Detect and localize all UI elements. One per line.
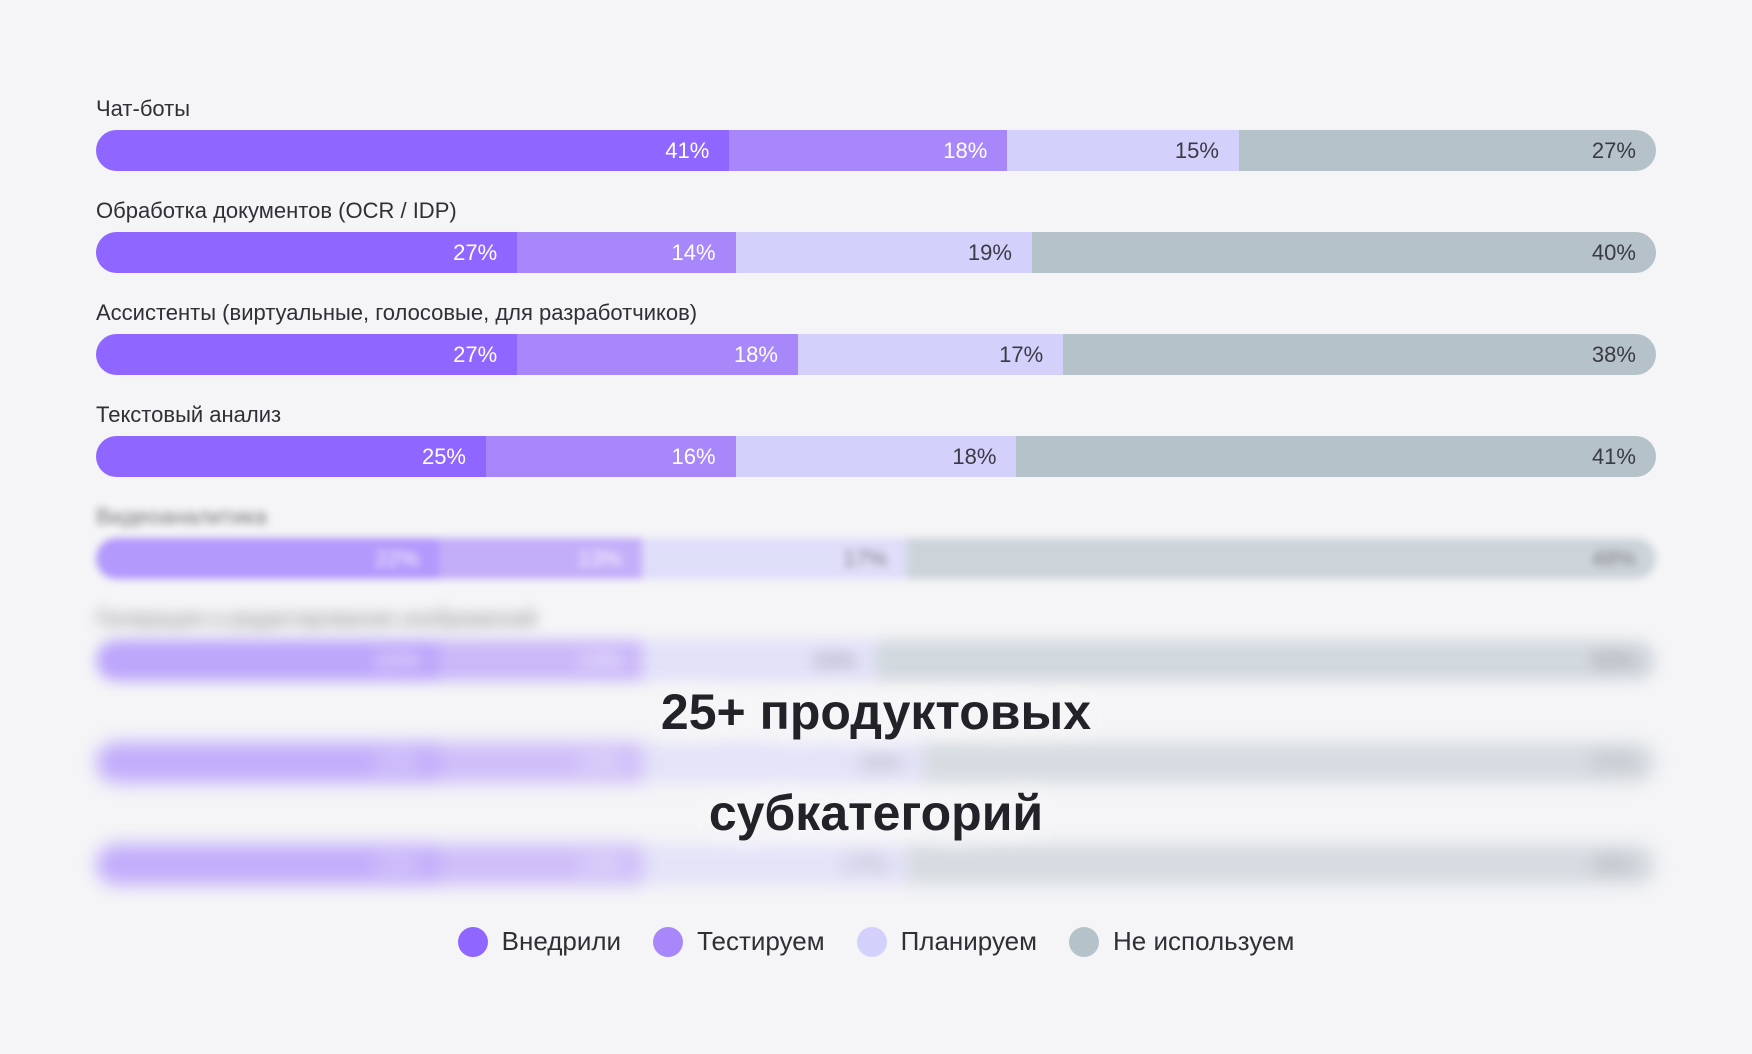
legend-item-implemented: Внедрили — [457, 926, 622, 957]
data-label: 17% — [843, 545, 888, 571]
category-label: Обработка документов (OCR / IDP) — [96, 198, 457, 223]
legend-label: Внедрили — [501, 926, 622, 956]
bar-segment-planning: 17% — [641, 844, 908, 885]
legend-item-planning: Планируем — [856, 926, 1038, 957]
data-label: 17% — [843, 851, 888, 877]
data-label: 25% — [421, 443, 466, 469]
data-label: 22% — [375, 647, 420, 673]
data-label: 22% — [375, 545, 420, 571]
bar-segment-planning: 18% — [735, 436, 1017, 477]
bar-segment-testing: 18% — [517, 334, 798, 375]
bar-segment-not-using: 27% — [1238, 130, 1656, 171]
data-label: 22% — [375, 749, 420, 775]
category-label: Ассистенты (виртуальные, голосовые, для … — [96, 300, 698, 325]
bar-segment-not-using: 48% — [907, 538, 1656, 579]
category-label: Текстовый анализ — [96, 402, 282, 427]
data-label: 41% — [665, 137, 710, 163]
bar-segment-testing: 13% — [439, 742, 642, 783]
bar-segment-implemented: 22% — [96, 742, 440, 783]
bar-segment-implemented: 41% — [96, 130, 730, 171]
legend-label: Планируем — [900, 926, 1038, 956]
bar-segment-implemented: 22% — [96, 538, 440, 579]
stacked-bar: 25% 16% 18% 41% — [96, 436, 1656, 477]
data-label: 48% — [1591, 851, 1636, 877]
legend-item-testing: Тестируем — [653, 926, 825, 957]
data-label: 50% — [1591, 647, 1636, 673]
data-label: 18% — [943, 137, 988, 163]
stacked-bar: 22% 13% 15% 50% — [96, 640, 1656, 681]
bar-segment-planning: 15% — [1007, 130, 1239, 171]
legend-item-not-using: Не используем — [1069, 926, 1294, 957]
data-label: 27% — [1591, 137, 1636, 163]
data-label: 40% — [1591, 239, 1636, 265]
data-label: 14% — [671, 239, 716, 265]
data-label: 18% — [858, 749, 903, 775]
stacked-bar: 41% 18% 15% 27% — [96, 130, 1656, 171]
legend-label: Не используем — [1113, 926, 1295, 956]
legend-dot-icon — [653, 926, 684, 957]
stacked-bar: 22% 13% 18% 47% — [96, 742, 1656, 783]
data-label: 27% — [453, 239, 498, 265]
data-label: 41% — [1591, 443, 1636, 469]
bar-segment-not-using: 47% — [922, 742, 1656, 783]
bar-segment-implemented: 25% — [96, 436, 486, 477]
data-label: 19% — [967, 239, 1012, 265]
bar-segment-planning: 17% — [641, 538, 908, 579]
legend: Внедрили Тестируем Планируем Не использу… — [0, 926, 1752, 957]
overlay-title-line-1: 25+ продуктовых — [660, 684, 1092, 740]
bar-segment-planning: 15% — [641, 640, 876, 681]
data-label: 18% — [733, 341, 778, 367]
bar-segment-implemented: 22% — [96, 844, 440, 885]
stacked-bar: 22% 13% 17% 48% — [96, 538, 1656, 579]
bar-segment-not-using: 50% — [875, 640, 1656, 681]
data-label: 48% — [1591, 545, 1636, 571]
category-label: Видеоаналитика — [96, 504, 267, 529]
stacked-bar: 22% 13% 17% 48% — [96, 844, 1656, 885]
data-label: 38% — [1591, 341, 1636, 367]
data-label: 27% — [453, 341, 498, 367]
data-label: 13% — [577, 851, 622, 877]
bar-segment-implemented: 27% — [96, 334, 518, 375]
stacked-bar: 27% 14% 19% 40% — [96, 232, 1656, 273]
bar-segment-testing: 16% — [486, 436, 736, 477]
bar-segment-not-using: 48% — [907, 844, 1656, 885]
bar-segment-planning: 19% — [735, 232, 1032, 273]
data-label: 13% — [577, 647, 622, 673]
bar-segment-testing: 14% — [517, 232, 736, 273]
data-label: 13% — [577, 749, 622, 775]
bar-segment-implemented: 22% — [96, 640, 440, 681]
overlay-title-line-2: субкатегорий — [708, 785, 1044, 841]
bar-segment-planning: 17% — [797, 334, 1064, 375]
legend-dot-icon — [1069, 926, 1100, 957]
data-label: 16% — [671, 443, 716, 469]
data-label: 15% — [811, 647, 856, 673]
data-label: 47% — [1591, 749, 1636, 775]
legend-dot-icon — [856, 926, 887, 957]
category-label: Чат-боты — [96, 96, 191, 121]
data-label: 17% — [999, 341, 1044, 367]
bar-segment-testing: 13% — [439, 844, 642, 885]
legend-dot-icon — [457, 926, 488, 957]
bar-segment-not-using: 41% — [1016, 436, 1656, 477]
stacked-bar: 27% 18% 17% 38% — [96, 334, 1656, 375]
data-label: 13% — [577, 545, 622, 571]
bar-segment-planning: 18% — [641, 742, 923, 783]
category-label: Генерация и редактирование изображений — [96, 606, 537, 631]
bar-segment-testing: 13% — [439, 538, 642, 579]
data-label: 18% — [952, 443, 997, 469]
bar-segment-testing: 18% — [729, 130, 1008, 171]
data-label: 15% — [1174, 137, 1219, 163]
bar-segment-not-using: 40% — [1031, 232, 1656, 273]
data-label: 22% — [375, 851, 420, 877]
bar-segment-implemented: 27% — [96, 232, 518, 273]
bar-segment-not-using: 38% — [1063, 334, 1656, 375]
bar-segment-testing: 13% — [439, 640, 642, 681]
legend-label: Тестируем — [697, 926, 825, 956]
